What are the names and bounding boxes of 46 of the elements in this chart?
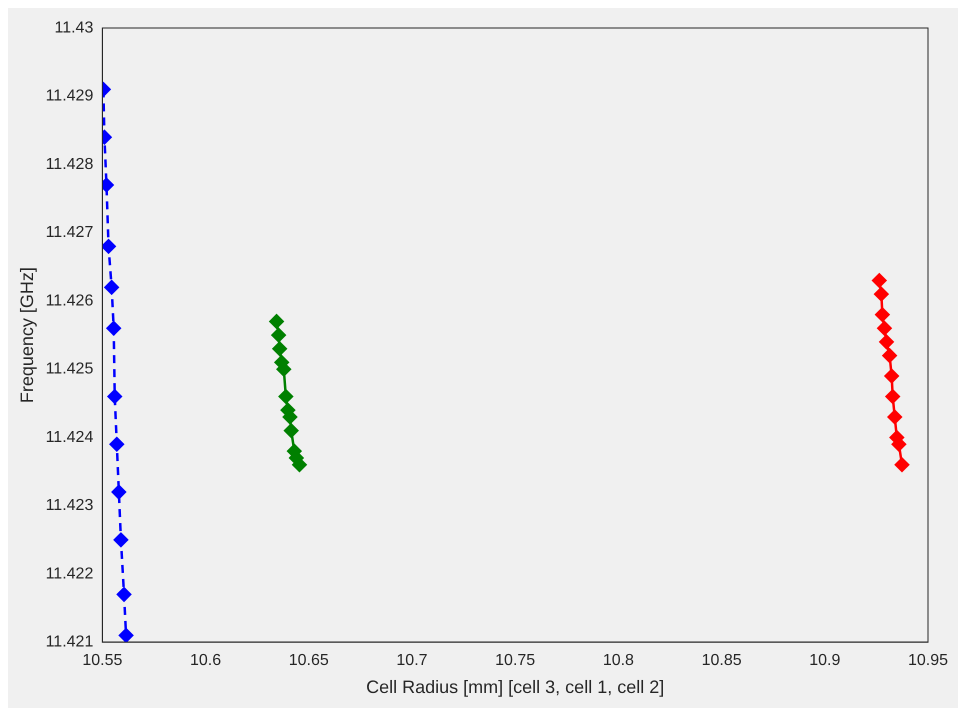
point — [884, 368, 899, 384]
point — [107, 389, 122, 404]
point — [104, 280, 119, 295]
y-tick-label: 11.427 — [46, 224, 94, 242]
x-tick-label: 10.65 — [288, 652, 329, 670]
point — [875, 307, 890, 322]
x-tick-label: 10.8 — [602, 652, 634, 670]
x-axis-title: Cell Radius [mm] [cell 3, cell 1, cell 2] — [366, 677, 664, 698]
y-tick-label: 11.428 — [46, 156, 94, 173]
point — [872, 273, 887, 288]
point — [278, 389, 294, 404]
y-tick-label: 11.43 — [54, 19, 94, 36]
x-tick-label: 10.85 — [702, 652, 742, 670]
x-tick-label: 10.95 — [908, 652, 948, 670]
point — [272, 342, 287, 356]
x-tick-label: 10.7 — [396, 652, 428, 670]
x-tick-label: 10.55 — [82, 652, 122, 670]
point — [116, 587, 132, 602]
point — [877, 321, 892, 336]
point — [110, 437, 124, 452]
y-tick-label: 11.426 — [46, 292, 94, 310]
y-tick-label: 11.425 — [46, 360, 94, 378]
y-tick-label: 11.429 — [46, 88, 94, 105]
x-tick-label: 10.75 — [495, 652, 536, 670]
point — [879, 334, 894, 350]
x-tick-label: 10.6 — [190, 652, 222, 670]
point — [888, 410, 902, 424]
point — [114, 532, 128, 548]
point — [874, 286, 889, 302]
point — [292, 458, 307, 472]
y-axis-title: Frequency [GHz] — [16, 267, 37, 404]
point — [269, 314, 284, 329]
point — [885, 389, 900, 404]
point — [118, 628, 134, 642]
point — [102, 239, 116, 254]
point — [284, 423, 298, 438]
point — [882, 348, 897, 363]
y-tick-label: 11.424 — [46, 428, 94, 446]
point — [894, 458, 910, 472]
y-tick-label: 11.421 — [46, 634, 94, 651]
x-tick-label: 10.9 — [809, 652, 840, 670]
point — [112, 484, 126, 500]
point — [106, 321, 121, 336]
point — [271, 328, 286, 342]
y-tick-label: 11.422 — [46, 565, 94, 582]
y-tick-label: 11.423 — [46, 497, 94, 514]
